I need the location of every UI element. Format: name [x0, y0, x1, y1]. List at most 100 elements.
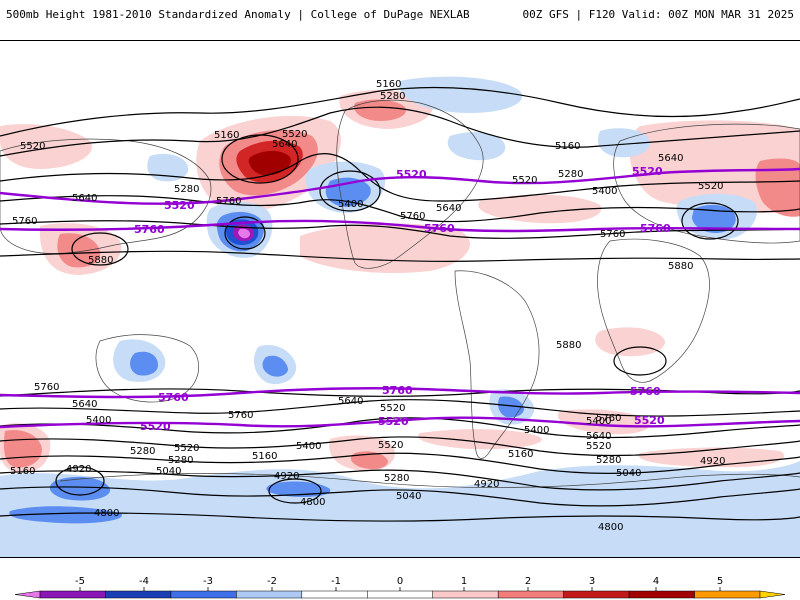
contour-label: 5160: [214, 130, 239, 141]
colorbar-swatch: [694, 590, 761, 599]
contour-label: 5400: [296, 441, 321, 452]
anomaly-shading-neg2-med: [692, 204, 736, 233]
map-canvas: 5160 5280 5160 5520 5640 5640 5280 5520 …: [0, 41, 800, 557]
contour-labels-purple: 5520 5760 5520 5760 5520 5760 5760 5520 …: [134, 165, 671, 433]
height-contours-black: [0, 86, 800, 522]
contour-label: 5520: [174, 443, 199, 454]
contour-label-purple: 5760: [158, 391, 189, 404]
colorbar-tick-label: 3: [589, 576, 595, 587]
colorbar-swatch: [563, 590, 630, 599]
map-title: 500mb Height 1981-2010 Standardized Anom…: [6, 8, 470, 21]
contour-label: 5160: [10, 466, 35, 477]
colorbar-extend-high: [759, 590, 786, 599]
colorbar-swatch: [105, 590, 172, 599]
contour-label: 5640: [72, 193, 97, 204]
colorbar-tick-label: -1: [331, 576, 341, 587]
colorbar-swatch: [170, 590, 237, 599]
contour-label: 5520: [378, 440, 403, 451]
colorbar-tick-label: 5: [717, 576, 723, 587]
anomaly-shading-pos1-south-c: [418, 429, 542, 450]
contour-label: 5640: [338, 396, 363, 407]
contour-label: 5040: [156, 466, 181, 477]
contour-label: 4920: [66, 464, 91, 475]
colorbar-tick-label: 1: [461, 576, 467, 587]
anomaly-shading-neg1-south: [0, 461, 800, 557]
contour-label: 5640: [436, 203, 461, 214]
colorbar-tick-label: 0: [397, 576, 403, 587]
colorbar-swatch: [432, 590, 499, 599]
contour-label-purple: 5520: [164, 199, 195, 212]
colorbar-canvas: -5 -4 -3 -2 -1 0 1 2 3 4 5: [14, 576, 786, 599]
contour-label: 5280: [168, 455, 193, 466]
anomaly-shading-pos2-south-b: [350, 451, 388, 469]
contour-label: 5400: [86, 415, 111, 426]
anomaly-shading-pos1-safrica: [595, 327, 666, 357]
anomaly-shading-neg1-hudson: [447, 132, 506, 161]
anomaly-shading-neg2-south-c: [266, 481, 331, 497]
contour-label: 5400: [524, 425, 549, 436]
contour-label: 5640: [586, 431, 611, 442]
colorbar-swatches: [14, 590, 786, 599]
contour-label: 5520: [380, 403, 405, 414]
contour-label: 5280: [130, 446, 155, 457]
contour-label: 4800: [598, 522, 623, 533]
colorbar-tick-label: 2: [525, 576, 531, 587]
contour-label: 5760: [34, 382, 59, 393]
contour-label: 5160: [555, 141, 580, 152]
colorbar-swatch: [628, 590, 695, 599]
contour-label: 5400: [586, 416, 611, 427]
colorbar-extend-low: [14, 590, 41, 599]
contour-label: 5760: [400, 211, 425, 222]
contour-label-purple: 5520: [140, 420, 171, 433]
contour-label: 5400: [592, 186, 617, 197]
contour-label: 5040: [396, 491, 421, 502]
contour-label-purple: 5760: [382, 384, 413, 397]
contour-label: 5640: [272, 139, 297, 150]
contour-label-purple: 5520: [378, 415, 409, 428]
contour-label: 4920: [274, 471, 299, 482]
model-run-info: 00Z GFS | F120 Valid: 00Z MON MAR 31 202…: [522, 8, 794, 21]
contour-labels-black: 5160 5280 5160 5520 5640 5640 5280 5520 …: [10, 79, 725, 533]
contour-label: 5640: [72, 399, 97, 410]
anomaly-shading-neg2-south-a: [49, 476, 111, 501]
contour-label: 4920: [700, 456, 725, 467]
colorbar-tick-label: 4: [653, 576, 659, 587]
contour-label: 5280: [384, 473, 409, 484]
contour-label: 5760: [596, 413, 621, 424]
anomaly-shading-neg1-arctic: [399, 76, 523, 113]
anomaly-map[interactable]: 5160 5280 5160 5520 5640 5640 5280 5520 …: [0, 40, 800, 558]
contour-label-purple: 5520: [632, 165, 663, 178]
contour-label: 5520: [20, 141, 45, 152]
colorbar-tick-label: -5: [75, 576, 85, 587]
contour-label: 5280: [174, 184, 199, 195]
contour-label: 5280: [558, 169, 583, 180]
colorbar: -5 -4 -3 -2 -1 0 1 2 3 4 5: [0, 565, 800, 600]
anomaly-shading-pos1-atlantic: [478, 194, 602, 224]
contour-label-purple: 5520: [396, 168, 427, 181]
contour-label: 5160: [252, 451, 277, 462]
anomaly-shading-pos1-europe: [629, 120, 800, 213]
contour-label: 4800: [300, 497, 325, 508]
contour-label: 5760: [228, 410, 253, 421]
contour-label: 5760: [216, 196, 241, 207]
anomaly-shading-neg2-south-b: [9, 506, 122, 524]
colorbar-tick-label: -2: [267, 576, 277, 587]
contour-label: 5520: [698, 181, 723, 192]
anomaly-shading-pos2-asia-trop: [57, 233, 101, 268]
contour-label: 5520: [282, 129, 307, 140]
colorbar-swatch: [497, 590, 564, 599]
contour-label-purple: 5760: [640, 222, 671, 235]
contour-label-purple: 5760: [424, 222, 455, 235]
anomaly-shading-neg2-south-g: [262, 355, 288, 377]
height-contours-purple: [0, 167, 800, 429]
anomaly-shading-pos2-europe: [755, 158, 800, 217]
contour-label: 4920: [474, 479, 499, 490]
colorbar-ticks: -5 -4 -3 -2 -1 0 1 2 3 4 5: [75, 576, 723, 591]
colorbar-swatch: [39, 590, 106, 599]
contour-label: 5880: [668, 261, 693, 272]
contour-label-purple: 5760: [134, 223, 165, 236]
contour-label: 5040: [616, 468, 641, 479]
contour-label-purple: 5760: [630, 385, 661, 398]
anomaly-shading-pos1-pacific-trop: [300, 223, 470, 274]
colorbar-swatch: [236, 590, 303, 599]
